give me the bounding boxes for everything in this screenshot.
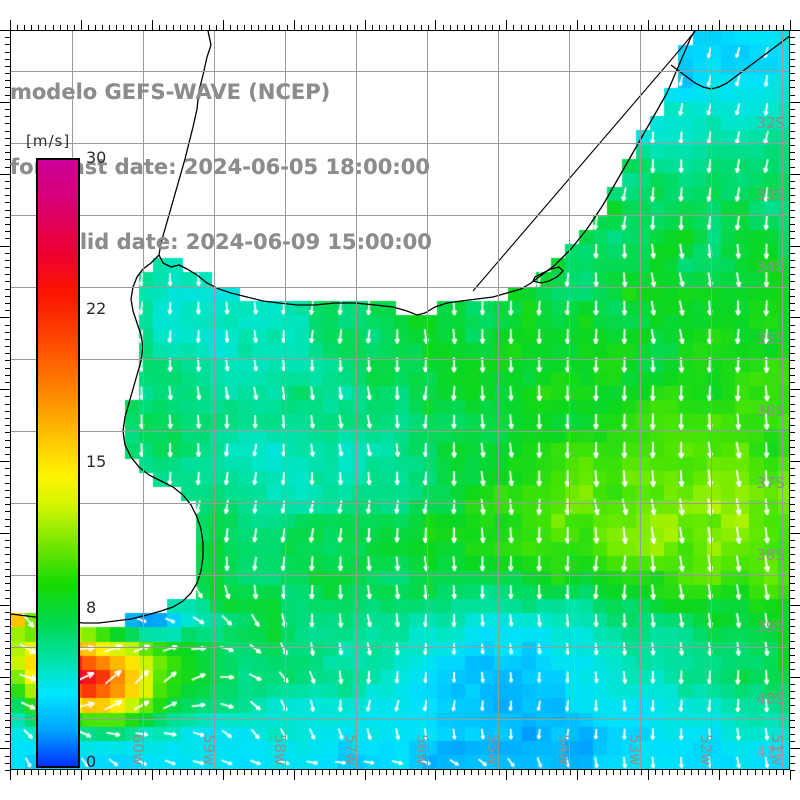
colorbar-tick-15: 15 xyxy=(86,452,107,471)
lon-label: 57w xyxy=(342,733,360,765)
gridline-horizontal xyxy=(11,143,789,144)
gridline-horizontal xyxy=(11,359,789,360)
lat-label: 32S xyxy=(756,114,785,132)
lon-label: 52w xyxy=(697,733,715,765)
gridline-horizontal xyxy=(11,503,789,504)
gridline-vertical xyxy=(214,31,215,769)
axis-ticks-top xyxy=(10,20,791,30)
lon-label: 58w xyxy=(271,733,289,765)
gridline-vertical xyxy=(427,31,428,769)
gridline-vertical xyxy=(285,31,286,769)
colorbar-tick-30: 30 xyxy=(86,148,107,167)
gridline-vertical xyxy=(569,31,570,769)
lon-label: 55w xyxy=(484,733,502,765)
axis-ticks-left xyxy=(0,30,10,771)
valid-date-line: valid date: 2024-06-09 15:00:00 xyxy=(52,230,432,254)
gridline-vertical xyxy=(640,31,641,769)
gridline-vertical xyxy=(143,31,144,769)
lat-label: 37S xyxy=(756,474,785,492)
gridline-horizontal xyxy=(11,287,789,288)
lat-label: 39S xyxy=(756,618,785,636)
gridline-horizontal xyxy=(11,719,789,720)
colorbar-tick-0: 0 xyxy=(86,752,97,771)
gridline-vertical xyxy=(498,31,499,769)
axis-ticks-bottom xyxy=(10,770,791,780)
lat-label: 35S xyxy=(756,330,785,348)
gridline-horizontal xyxy=(11,575,789,576)
map-title-block: modelo GEFS-WAVE (NCEP) forecast date: 2… xyxy=(10,30,710,305)
lat-label: 36S xyxy=(756,402,785,420)
map-plot-area[interactable]: 32S 33S 34S 35S 36S 37S 38S 39S 40S 41S … xyxy=(10,30,790,770)
lon-label: 53w xyxy=(626,733,644,765)
lat-label: 34S xyxy=(756,258,785,276)
gridline-vertical xyxy=(356,31,357,769)
gridline-horizontal xyxy=(11,71,789,72)
gridline-vertical xyxy=(711,31,712,769)
colorbar-unit-label: [m/s] xyxy=(26,132,71,150)
lat-label: 40S xyxy=(756,690,785,708)
lon-label: 56w xyxy=(413,733,431,765)
gridline-horizontal xyxy=(11,647,789,648)
lat-label-corner: 41S xyxy=(756,743,785,761)
axis-ticks-right xyxy=(790,30,800,771)
lon-label: 60w xyxy=(129,733,147,765)
lon-label: 59w xyxy=(200,733,218,765)
gridline-horizontal xyxy=(11,431,789,432)
lon-label: 51w xyxy=(768,733,786,765)
forecast-date-line: forecast date: 2024-06-05 18:00:00 xyxy=(10,155,430,179)
colorbar-gradient xyxy=(36,158,80,768)
colorbar-tick-22: 22 xyxy=(86,299,107,318)
lon-label: 54w xyxy=(555,733,573,765)
lat-label: 33S xyxy=(756,186,785,204)
model-title: modelo GEFS-WAVE (NCEP) xyxy=(10,80,331,104)
colorbar-tick-8: 8 xyxy=(86,598,97,617)
gridline-horizontal xyxy=(11,215,789,216)
lat-label: 38S xyxy=(756,546,785,564)
gridline-vertical xyxy=(782,31,783,769)
